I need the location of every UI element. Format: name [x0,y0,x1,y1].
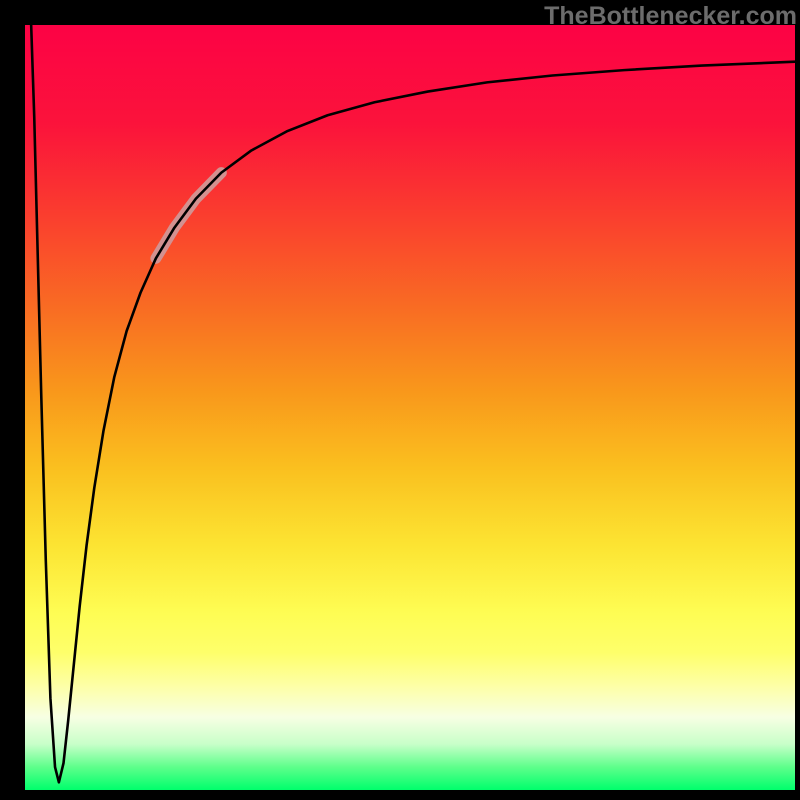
highlight-segment [156,173,221,259]
watermark-text: TheBottlenecker.com [544,2,797,31]
figure-container: TheBottlenecker.com [0,0,800,800]
bottleneck-curve [31,25,795,782]
plot-area [25,25,795,790]
curve-layer [25,25,795,790]
